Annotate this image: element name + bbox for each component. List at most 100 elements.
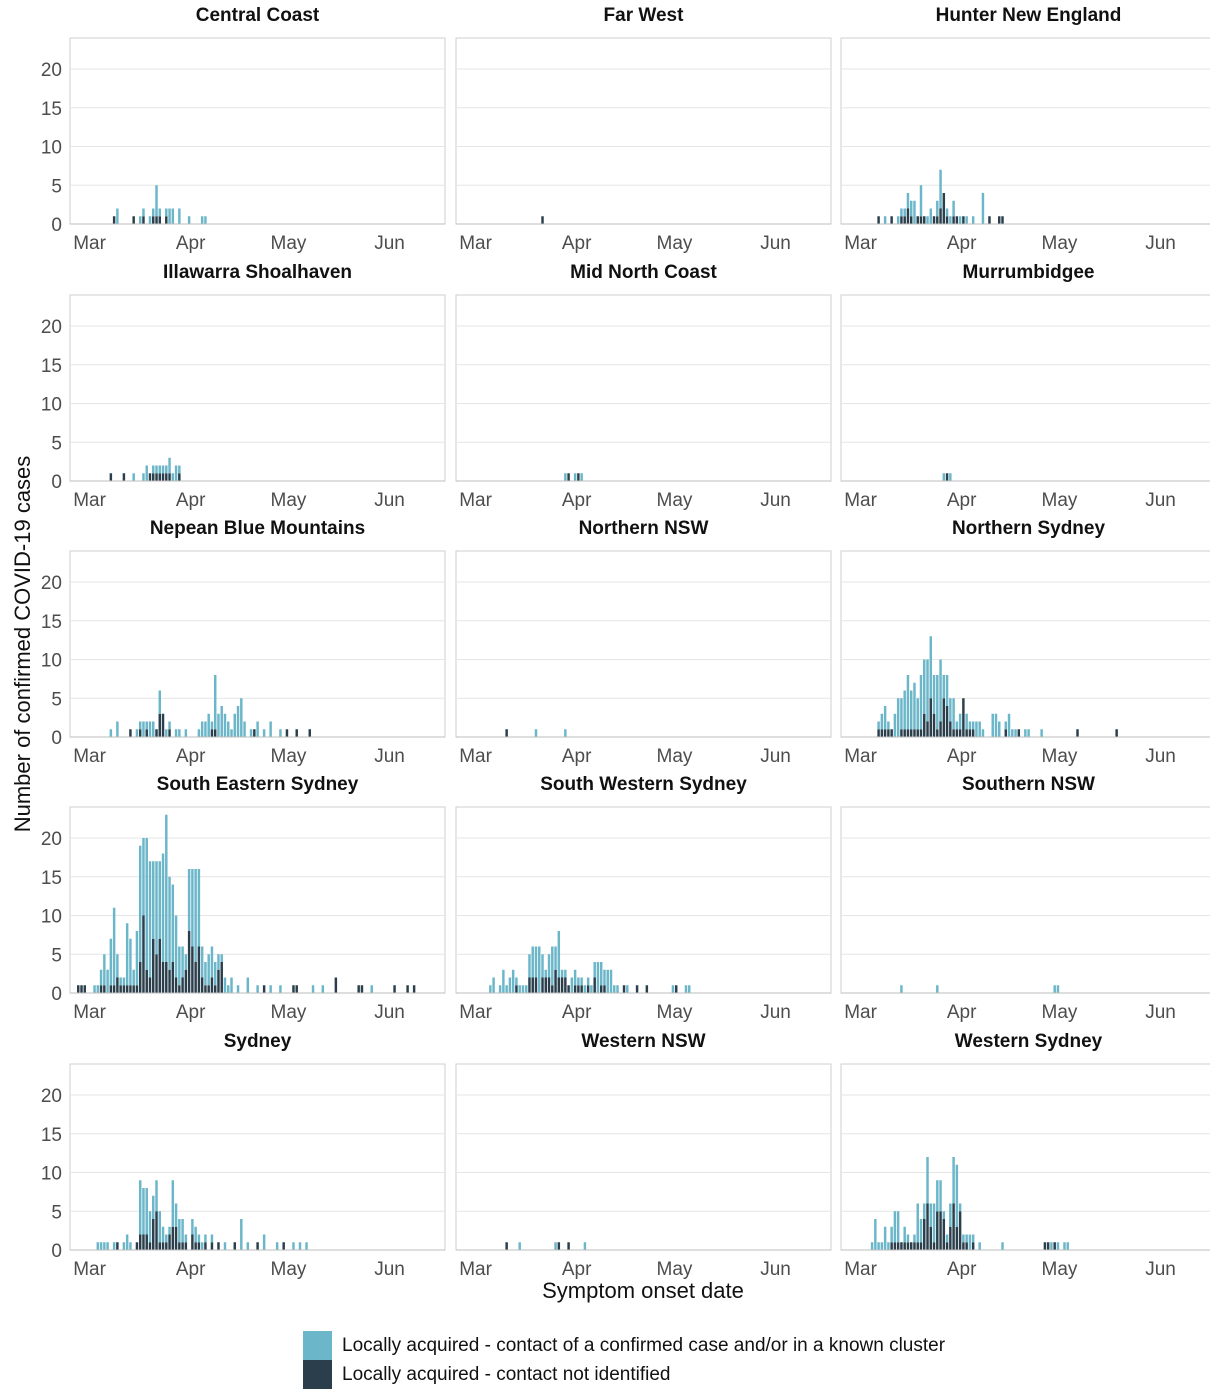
bar-contact-of-confirmed-case <box>936 985 939 993</box>
bar-contact-not-identified <box>560 977 564 993</box>
bar-contact-not-identified <box>622 985 626 993</box>
panel-south-western-sydney: South Western Sydney Mar Apr May Jun <box>455 774 832 1023</box>
bar-contact-of-confirmed-case <box>135 729 139 737</box>
bar-contact-of-confirmed-case <box>981 193 985 224</box>
bar-contact-not-identified <box>567 1242 570 1250</box>
bar-contact-of-confirmed-case <box>269 721 272 737</box>
bar-contact-of-confirmed-case <box>223 1242 227 1250</box>
bar-contact-of-confirmed-case <box>887 721 890 730</box>
bar-contact-of-confirmed-case <box>152 861 155 939</box>
bar-contact-not-identified <box>916 216 919 224</box>
bar-contact-of-confirmed-case <box>518 1242 521 1250</box>
bar-contact-not-identified <box>962 216 965 224</box>
bar-contact-of-confirmed-case <box>932 1203 936 1243</box>
x-tick-label: Mar <box>844 233 877 254</box>
bar-contact-not-identified <box>971 1242 975 1250</box>
bar-contact-of-confirmed-case <box>168 208 171 224</box>
bar-contact-not-identified <box>890 216 893 224</box>
bar-contact-of-confirmed-case <box>909 690 913 730</box>
bar-contact-of-confirmed-case <box>132 969 135 986</box>
bar-contact-of-confirmed-case <box>112 907 116 986</box>
x-tick-label: Apr <box>947 233 977 254</box>
bar-contact-of-confirmed-case <box>200 1242 204 1250</box>
y-tick-label: 0 <box>51 1241 62 1262</box>
bar-contact-not-identified <box>184 969 188 993</box>
bar-contact-not-identified <box>285 729 289 737</box>
bar-contact-of-confirmed-case <box>148 1211 152 1243</box>
bar-contact-not-identified <box>168 729 171 737</box>
bar-contact-not-identified <box>906 1242 910 1250</box>
bar-contact-of-confirmed-case <box>178 729 181 737</box>
bar-contact-not-identified <box>906 208 910 224</box>
bar-contact-of-confirmed-case <box>900 208 903 217</box>
y-tick-label: 20 <box>41 60 62 81</box>
bar-contact-of-confirmed-case <box>929 1203 933 1227</box>
bar-contact-not-identified <box>554 969 557 993</box>
panel-illawarra-shoalhaven: Illawarra Shoalhaven Mar Apr May Jun 0 5 10 15 20 <box>41 262 446 511</box>
legend-label: Locally acquired - contact of a confirme… <box>342 1334 946 1356</box>
bar-contact-not-identified <box>1004 729 1008 737</box>
x-tick-label: May <box>271 746 307 767</box>
bar-contact-of-confirmed-case <box>158 690 162 714</box>
x-tick-label: Apr <box>176 1002 206 1023</box>
bar-contact-not-identified <box>158 1242 162 1250</box>
bar-contact-not-identified <box>295 985 298 993</box>
bar-contact-of-confirmed-case <box>161 1226 165 1243</box>
bar-contact-not-identified <box>233 1242 237 1250</box>
bar-contact-not-identified <box>357 985 360 993</box>
x-tick-label: Jun <box>374 233 405 254</box>
bar-contact-of-confirmed-case <box>256 985 259 993</box>
bar-contact-not-identified <box>909 729 913 737</box>
bar-contact-not-identified <box>936 216 939 224</box>
bar-contact-of-confirmed-case <box>165 465 168 474</box>
bar-contact-of-confirmed-case <box>230 729 233 737</box>
bar-contact-of-confirmed-case <box>119 977 122 986</box>
y-tick-label: 20 <box>41 1086 62 1107</box>
bar-contact-not-identified <box>145 1234 148 1250</box>
panel-border <box>840 37 1210 225</box>
bar-contact-of-confirmed-case <box>1040 729 1043 737</box>
bar-contact-of-confirmed-case <box>152 465 155 474</box>
bar-contact-not-identified <box>178 985 181 993</box>
bar-contact-of-confirmed-case <box>613 985 616 993</box>
bar-contact-of-confirmed-case <box>103 1242 106 1250</box>
bar-contact-of-confirmed-case <box>246 1242 250 1250</box>
bar-contact-of-confirmed-case <box>1014 729 1017 737</box>
bar-contact-of-confirmed-case <box>893 1211 897 1243</box>
bar-contact-not-identified <box>547 977 551 993</box>
x-tick-label: Apr <box>176 746 206 767</box>
bar-contact-not-identified <box>877 729 880 737</box>
bar-contact-not-identified <box>926 1203 929 1250</box>
bar-contact-not-identified <box>158 713 162 737</box>
bar-contact-of-confirmed-case <box>187 869 191 931</box>
y-tick-label: 15 <box>41 99 62 120</box>
panel-title: Northern NSW <box>579 518 709 539</box>
bar-contact-of-confirmed-case <box>217 954 220 970</box>
panel-title: Western NSW <box>581 1031 705 1052</box>
bar-contact-not-identified <box>168 473 171 481</box>
x-tick-label: May <box>271 1259 307 1280</box>
bar-contact-not-identified <box>181 1242 184 1250</box>
bar-contact-of-confirmed-case <box>256 721 259 737</box>
bar-contact-not-identified <box>191 1234 194 1250</box>
bar-contact-not-identified <box>129 985 132 993</box>
bar-contact-not-identified <box>161 473 165 481</box>
bar-contact-of-confirmed-case <box>900 985 903 993</box>
bar-contact-of-confirmed-case <box>1024 729 1027 737</box>
x-tick-label: Apr <box>562 1002 592 1023</box>
bar-contact-of-confirmed-case <box>502 969 505 993</box>
panel-title: Central Coast <box>196 5 320 26</box>
bar-contact-of-confirmed-case <box>165 208 168 217</box>
bar-contact-of-confirmed-case <box>945 1234 949 1243</box>
x-tick-label: Mar <box>459 1002 492 1023</box>
bar-contact-not-identified <box>334 977 338 993</box>
bar-contact-of-confirmed-case <box>883 216 887 224</box>
bar-contact-of-confirmed-case <box>958 713 962 730</box>
bar-contact-not-identified <box>204 985 207 993</box>
bar-contact-of-confirmed-case <box>220 706 223 737</box>
bar-contact-not-identified <box>122 985 126 993</box>
bar-contact-not-identified <box>142 216 145 224</box>
bar-contact-of-confirmed-case <box>106 969 109 993</box>
bar-contact-of-confirmed-case <box>893 713 897 737</box>
bar-contact-not-identified <box>165 1242 168 1250</box>
